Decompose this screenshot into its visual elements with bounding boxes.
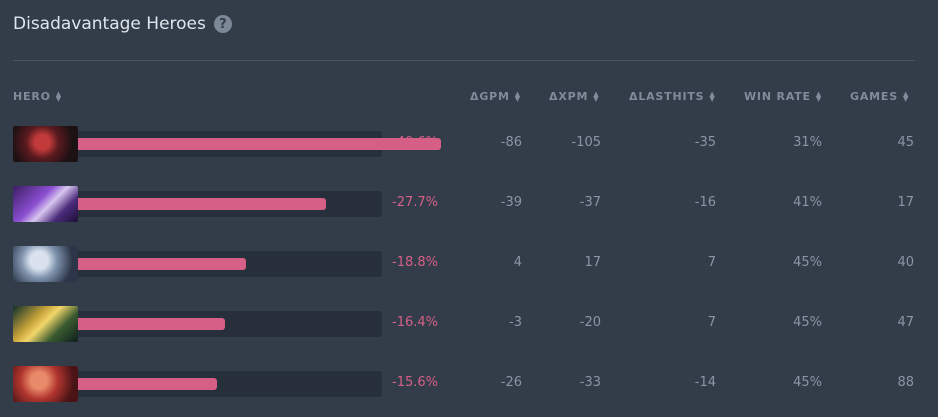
- xpm-value: -105: [571, 135, 601, 150]
- games-value: 47: [897, 315, 914, 330]
- advantage-value: -27.7%: [392, 195, 438, 210]
- table-row[interactable]: -40.6% -86 -105 -35 31% 45: [0, 124, 938, 164]
- gpm-value: -86: [500, 135, 522, 150]
- hero-portrait-hooded-archer-icon[interactable]: [13, 246, 78, 282]
- advantage-bar-track: [78, 131, 441, 157]
- column-header-lasthits[interactable]: ΔLASTHITS ▲ ▼: [629, 90, 716, 103]
- xpm-value: -20: [579, 315, 601, 330]
- section-title-text: Disadavantage Heroes: [13, 14, 206, 34]
- lasthits-value: 7: [707, 255, 716, 270]
- sort-icon: ▲ ▼: [55, 89, 62, 103]
- advantage-bar-track: [78, 251, 382, 277]
- games-value: 88: [897, 375, 914, 390]
- games-value: 17: [897, 195, 914, 210]
- column-header-gpm[interactable]: ΔGPM ▲ ▼: [470, 90, 521, 103]
- gpm-value: -39: [500, 195, 522, 210]
- advantage-bar-track: [78, 311, 382, 337]
- lasthits-value: -16: [694, 195, 716, 210]
- advantage-bar-track: [78, 371, 382, 397]
- xpm-value: -33: [579, 375, 601, 390]
- hero-portrait-demon-queen-icon[interactable]: [13, 366, 78, 402]
- column-header-games-label: GAMES: [850, 90, 898, 103]
- column-header-winrate-label: WIN RATE: [744, 90, 811, 103]
- advantage-bar-fill: [78, 378, 217, 390]
- column-header-winrate[interactable]: WIN RATE ▲ ▼: [744, 90, 822, 103]
- sort-icon: ▲ ▼: [902, 89, 910, 103]
- advantage-value: -18.8%: [392, 255, 438, 270]
- gpm-value: 4: [513, 255, 522, 270]
- advantage-bar-fill: [78, 138, 441, 150]
- hero-portrait-red-mechanical-icon[interactable]: [13, 126, 78, 162]
- hero-portrait-purple-mage-icon[interactable]: [13, 186, 78, 222]
- winrate-value: 45%: [793, 375, 822, 390]
- title-divider: [13, 60, 915, 61]
- advantage-value: -40.6%: [392, 135, 438, 150]
- table-row[interactable]: -16.4% -3 -20 7 45% 47: [0, 304, 938, 344]
- column-header-xpm[interactable]: ΔXPM ▲ ▼: [549, 90, 599, 103]
- hero-portrait-golden-knight-icon[interactable]: [13, 306, 78, 342]
- winrate-value: 31%: [793, 135, 822, 150]
- winrate-value: 45%: [793, 315, 822, 330]
- column-header-hero[interactable]: HERO ▲ ▼: [13, 90, 62, 103]
- games-value: 45: [897, 135, 914, 150]
- sort-icon: ▲ ▼: [709, 89, 716, 103]
- advantage-bar-track: [78, 191, 382, 217]
- xpm-value: 17: [584, 255, 601, 270]
- xpm-value: -37: [579, 195, 601, 210]
- column-header-xpm-label: ΔXPM: [549, 90, 589, 103]
- advantage-bar-fill: [78, 198, 326, 210]
- lasthits-value: -35: [694, 135, 716, 150]
- lasthits-value: -14: [694, 375, 716, 390]
- column-header-lasthits-label: ΔLASTHITS: [629, 90, 705, 103]
- winrate-value: 45%: [793, 255, 822, 270]
- help-icon[interactable]: ?: [213, 15, 232, 33]
- table-row[interactable]: -27.7% -39 -37 -16 41% 17: [0, 184, 938, 224]
- sort-icon: ▲ ▼: [514, 89, 521, 103]
- column-header-games[interactable]: GAMES ▲ ▼: [850, 90, 909, 103]
- advantage-bar-fill: [78, 258, 246, 270]
- games-value: 40: [897, 255, 914, 270]
- section-title: Disadavantage Heroes ?: [13, 14, 232, 34]
- sort-icon: ▲ ▼: [815, 89, 822, 103]
- advantage-value: -16.4%: [392, 315, 438, 330]
- gpm-value: -3: [509, 315, 522, 330]
- column-header-gpm-label: ΔGPM: [470, 90, 510, 103]
- advantage-value: -15.6%: [392, 375, 438, 390]
- advantage-bar-fill: [78, 318, 225, 330]
- sort-icon: ▲ ▼: [593, 89, 600, 103]
- table-row[interactable]: -18.8% 4 17 7 45% 40: [0, 244, 938, 284]
- gpm-value: -26: [500, 375, 522, 390]
- table-row[interactable]: -15.6% -26 -33 -14 45% 88: [0, 364, 938, 404]
- winrate-value: 41%: [793, 195, 822, 210]
- lasthits-value: 7: [707, 315, 716, 330]
- column-header-hero-label: HERO: [13, 90, 51, 103]
